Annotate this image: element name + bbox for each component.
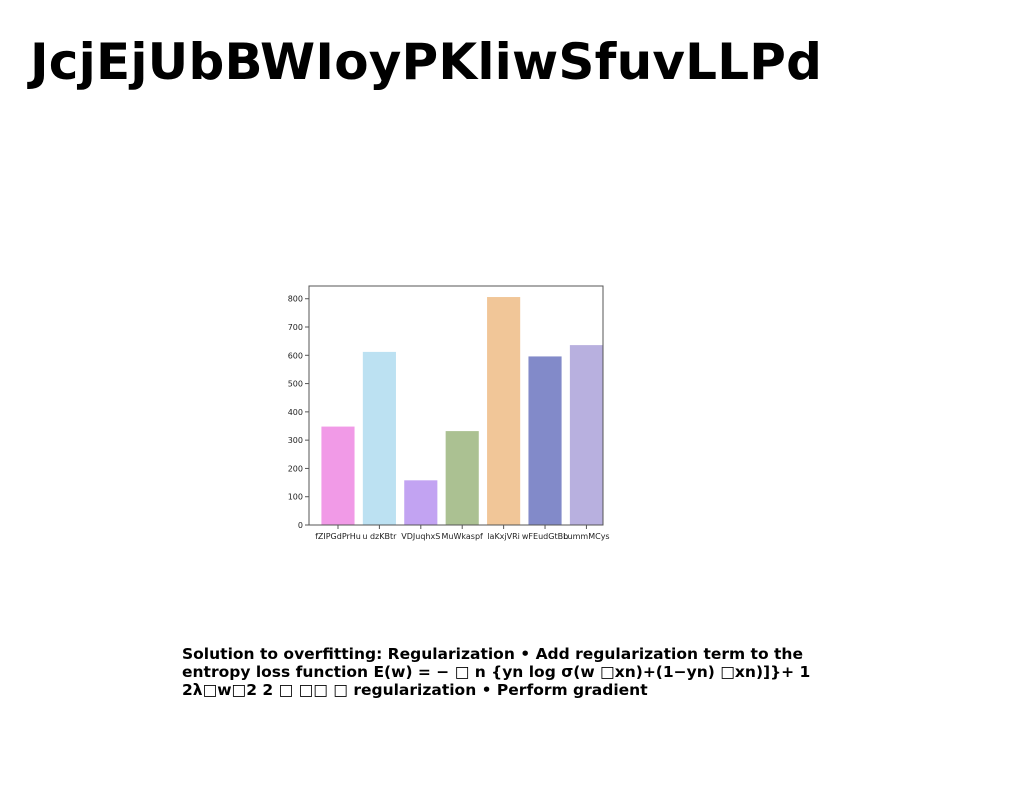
bar-laKxjVRi [487,297,521,525]
y-tick-label: 300 [288,436,303,445]
bar-chart: 0 100 200 300 400 500 600 700 800 fZIPGdPrHu u dz… [270,280,620,550]
bar-chart-svg: 0 100 200 300 400 500 600 700 800 fZIPGdPrHu u dz… [288,285,610,541]
y-tick-label: 700 [288,323,303,332]
slide-caption: Solution to overfitting: Regularization … [182,645,811,699]
y-tick-label: 400 [288,408,303,417]
x-tick-label: MuWkaspf [442,532,484,541]
plot-frame [308,285,604,526]
bar-LummMCys [569,345,603,525]
y-tick-label: 100 [288,493,303,502]
x-tick-label: VDJuqhxS [401,532,440,541]
x-tick-label: u dzKBtr [362,532,397,541]
bar-wFEudGtBb [528,356,562,525]
y-tick-label: 800 [288,295,303,304]
x-tick-label: laKxjVRi [487,532,520,541]
y-tick-label: 500 [288,380,303,389]
bar-MuWkaspf [445,431,479,525]
x-tick-label: LummMCys [563,532,609,541]
page-title: JcjEjUbBWIoyPKliwSfuvLLPd [30,33,823,91]
y-axis: 0 100 200 300 400 500 600 700 800 [288,295,309,530]
bars-group [321,297,603,525]
y-tick-label: 600 [288,351,303,360]
x-axis: fZIPGdPrHu u dzKBtr VDJuqhxS MuWkaspf laKxjV… [315,525,610,541]
x-tick-label: wFEudGtBb [522,532,568,541]
x-tick-label: fZIPGdPrHu [315,532,361,541]
bar-u-dzKBtr [362,351,396,525]
y-tick-label: 200 [288,464,303,473]
y-tick-label: 0 [298,521,303,530]
bar-fZIPGdPrHu [321,426,355,525]
bar-VDJuqhxS [404,480,438,525]
